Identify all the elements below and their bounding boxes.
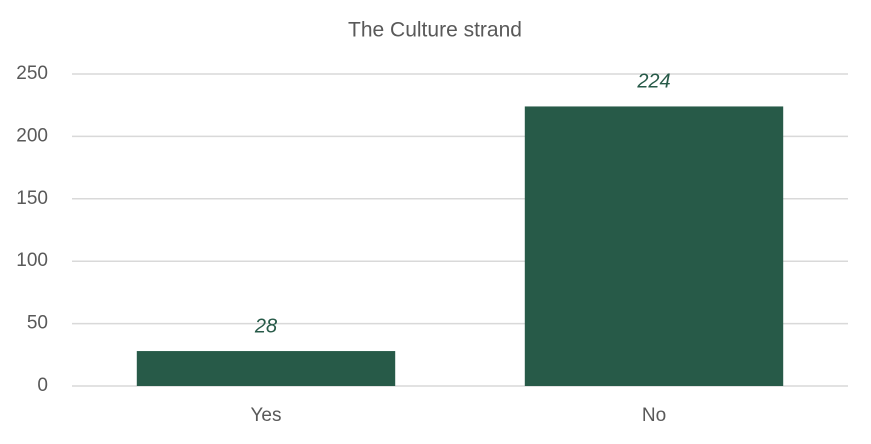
bar (136, 351, 396, 386)
y-tick-label: 50 (27, 313, 48, 334)
data-label: 28 (254, 315, 277, 337)
y-tick-label: 250 (16, 63, 48, 84)
y-tick-label: 0 (37, 375, 48, 396)
chart-title: The Culture strand (348, 19, 522, 42)
data-label: 224 (636, 71, 670, 93)
x-tick-label: Yes (251, 405, 282, 426)
y-tick-label: 150 (16, 188, 48, 209)
y-tick-label: 200 (16, 125, 48, 146)
bar (524, 106, 784, 386)
x-tick-label: No (642, 405, 666, 426)
y-tick-label: 100 (16, 250, 48, 271)
